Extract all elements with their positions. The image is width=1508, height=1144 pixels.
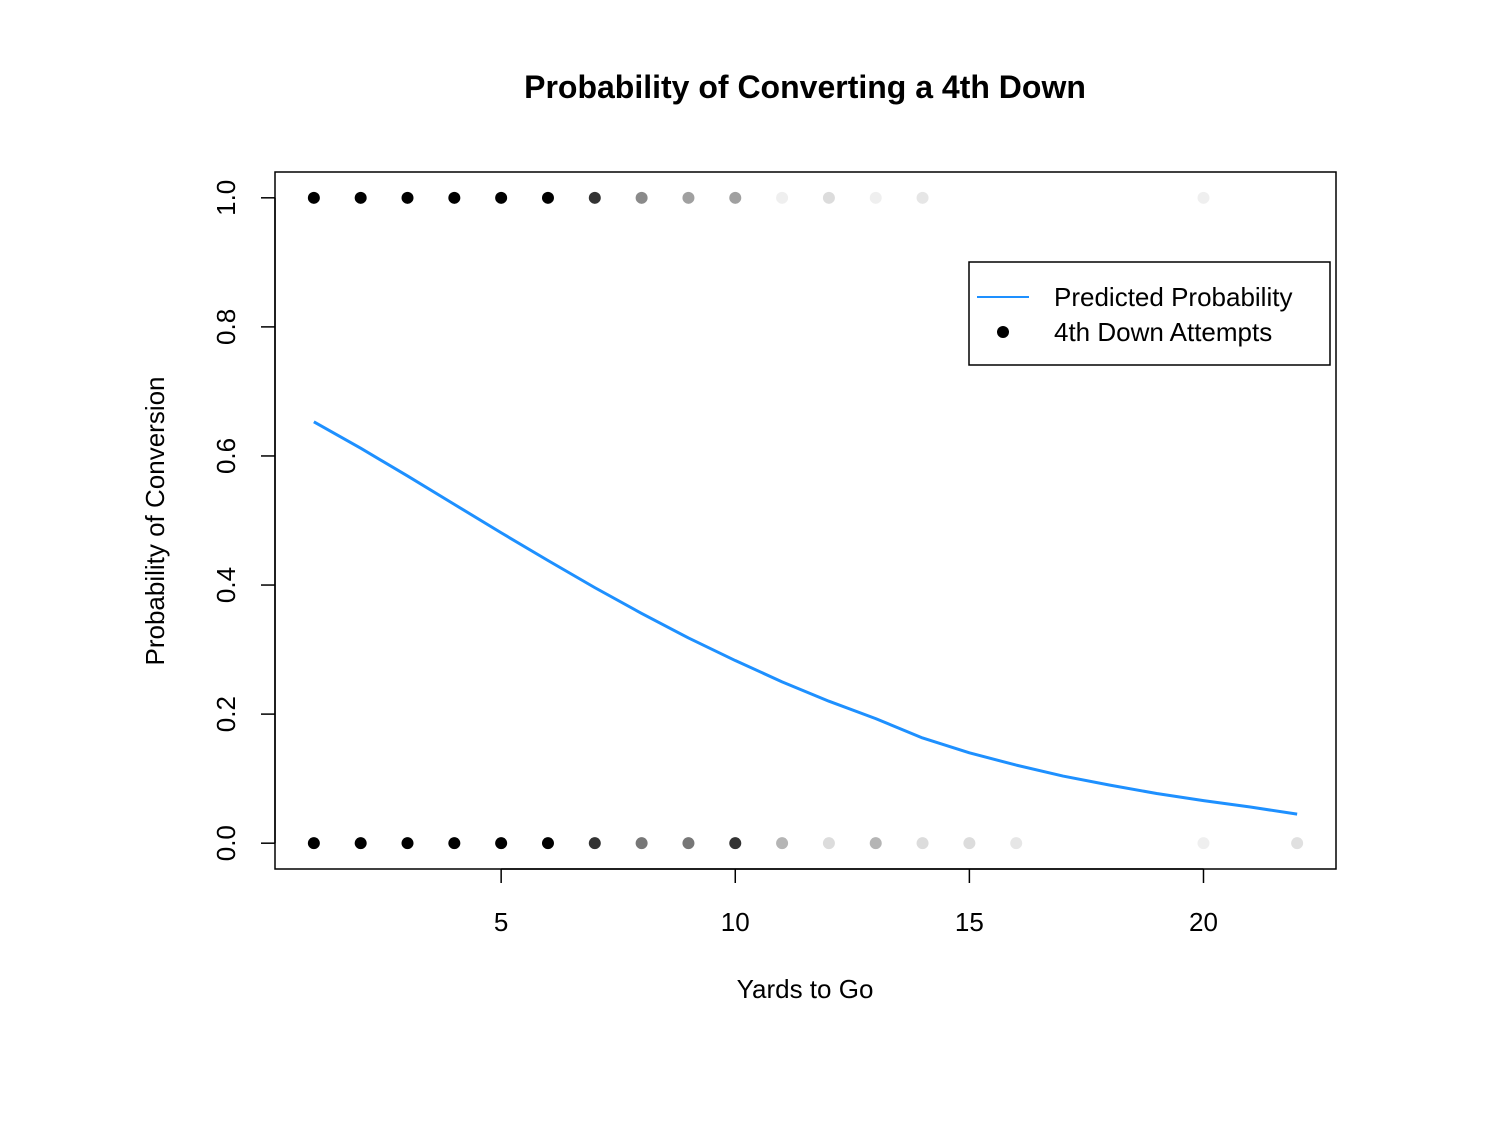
points-layer	[307, 191, 1304, 850]
legend-label-predicted-probability: Predicted Probability	[1054, 282, 1292, 312]
y-tick-label: 0.4	[211, 567, 241, 603]
data-point	[729, 837, 742, 850]
data-point	[916, 837, 929, 850]
data-point	[401, 837, 414, 850]
data-point	[354, 837, 367, 850]
data-point	[448, 191, 461, 204]
data-point	[682, 837, 695, 850]
x-axis: 5 10 15 20	[494, 868, 1218, 937]
data-point	[307, 191, 320, 204]
data-point	[682, 191, 695, 204]
y-axis: 0.0 0.2 0.4 0.6 0.8 1.0	[211, 180, 276, 861]
data-point	[401, 191, 414, 204]
data-point	[1010, 837, 1023, 850]
data-point	[448, 837, 461, 850]
data-point	[776, 837, 789, 850]
x-tick-label: 15	[955, 907, 984, 937]
chart-title: Probability of Converting a 4th Down	[524, 69, 1086, 105]
line-layer	[313, 420, 1298, 816]
y-axis-label: Probability of Conversion	[140, 376, 170, 665]
legend-point-swatch	[997, 326, 1009, 338]
data-point	[635, 191, 648, 204]
data-point	[588, 191, 601, 204]
y-tick-label: 1.0	[211, 180, 241, 216]
x-tick-label: 20	[1189, 907, 1218, 937]
data-point	[354, 191, 367, 204]
legend: Predicted Probability 4th Down Attempts	[968, 261, 1331, 366]
data-point	[776, 191, 789, 204]
data-point	[495, 191, 508, 204]
legend-box	[968, 261, 1331, 366]
data-point	[588, 837, 601, 850]
predicted-probability-line	[313, 420, 1298, 816]
data-point	[916, 191, 929, 204]
x-tick-label: 10	[721, 907, 750, 937]
data-point	[963, 837, 976, 850]
y-tick-label: 0.0	[211, 825, 241, 861]
data-point	[1197, 837, 1210, 850]
data-point	[1291, 837, 1304, 850]
y-tick-label: 0.8	[211, 309, 241, 345]
y-tick-label: 0.6	[211, 438, 241, 474]
data-point	[307, 837, 320, 850]
data-point	[822, 191, 835, 204]
data-point	[635, 837, 648, 850]
y-tick-label: 0.2	[211, 696, 241, 732]
data-point	[869, 191, 882, 204]
data-point	[869, 837, 882, 850]
data-point	[729, 191, 742, 204]
legend-label-4th-down-attempts: 4th Down Attempts	[1054, 317, 1272, 347]
x-axis-label: Yards to Go	[737, 974, 874, 1004]
data-point	[495, 837, 508, 850]
x-tick-label: 5	[494, 907, 508, 937]
data-point	[541, 191, 554, 204]
data-point	[541, 837, 554, 850]
data-point	[822, 837, 835, 850]
data-point	[1197, 191, 1210, 204]
